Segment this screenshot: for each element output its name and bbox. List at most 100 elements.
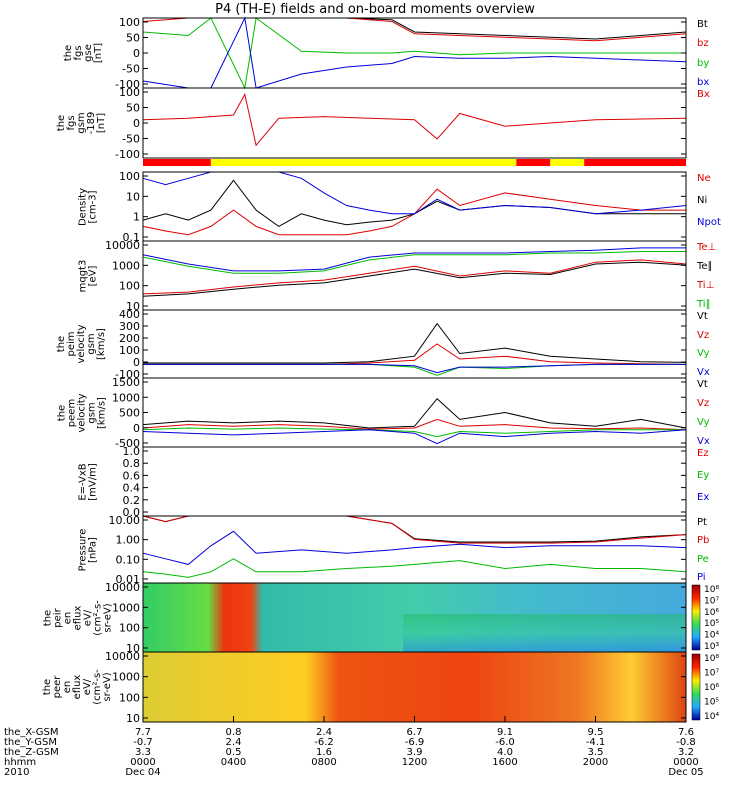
legend-efield-0: Ez (697, 448, 709, 459)
legend-vel_peem-3: Vx (697, 436, 710, 447)
ytick-label: 10000 (105, 650, 140, 663)
colorbar-tick: 10⁸ (704, 654, 719, 664)
ytick-label: -500 (115, 437, 140, 450)
ytick-label: 300 (119, 320, 140, 333)
series-pressure-0 (142, 515, 687, 543)
ytick-label: 0.1 (123, 231, 141, 244)
legend-vel_peim-0: Vt (697, 311, 708, 322)
ytick-label: 0.10 (116, 553, 141, 566)
panel-temp: 10000 1000 100 10 (105, 239, 687, 313)
ephem-label-0: the_X-GSM (4, 727, 59, 738)
ytick-label: 10 (126, 712, 140, 725)
ytick-label: 0 (133, 422, 140, 435)
frame-vel_peem (142, 377, 687, 448)
ephem-value: -6.9 (404, 737, 425, 748)
ytick-label: 50 (126, 32, 140, 45)
colorbar-peer_eflux (691, 653, 701, 721)
colorbar-tick: 10⁷ (704, 596, 719, 606)
ephem-value: 0.5 (225, 747, 242, 758)
ephem-value: -6.2 (314, 737, 334, 748)
ytick-label: 0.0 (123, 506, 141, 519)
ephem-label-2: the_Z-GSM (4, 747, 59, 758)
series-temp-3 (142, 251, 686, 274)
ephem-value: 0400 (220, 757, 247, 768)
ytick-label: 0.8 (123, 457, 141, 470)
region-bar-segment-0 (143, 159, 211, 166)
series-vel_peem-3 (142, 429, 687, 445)
ytick-label: 500 (119, 407, 140, 420)
legend-pressure-1: Pb (697, 535, 710, 547)
ytick-label: 1000 (112, 601, 140, 614)
legend-fgs_gse-1: bz (697, 38, 709, 50)
ephem-value: 2.4 (316, 727, 332, 738)
series-temp-0 (142, 259, 687, 295)
ytick-label: 200 (119, 332, 140, 345)
ephem-value: 7.7 (135, 727, 151, 738)
ylabel-fgs_gse: the fgs gse [nT] (63, 42, 104, 64)
ytick-label: 100 (119, 691, 140, 704)
colorbar-tick: 10⁴ (704, 712, 719, 722)
ylabel-vel_peem: the peem velocity gsm [km/s] (56, 392, 107, 433)
series-fgs_gsm-0 (142, 92, 687, 147)
legend-pressure-2: Pe (697, 553, 709, 565)
ephem-value: -0.8 (676, 737, 696, 748)
legend-vel_peim-1: Vz (697, 329, 710, 341)
ephem-label-1: the_Y-GSM (4, 737, 58, 748)
ephem-label-3: hhmm (4, 757, 37, 768)
ytick-label: 100 (119, 622, 140, 635)
ephem-value: 0000 (673, 757, 699, 768)
series-vel_peem-1 (142, 418, 687, 431)
ytick-label: -100 (115, 78, 140, 91)
series-vel_peim-0 (143, 322, 687, 364)
ytick-label: 100 (119, 86, 140, 99)
ytick-label: 100 (119, 170, 140, 183)
page-title: P4 (TH-E) fields and on-board moments ov… (215, 2, 535, 17)
frame-vel_peim (142, 309, 687, 379)
panel-pressure: 10.00 1.00 0.10 0.01 (109, 514, 687, 586)
ephem-value: 3.9 (406, 747, 423, 758)
series-fgs_gse-1 (142, 17, 687, 42)
colorbar-tick: 10⁶ (704, 608, 719, 618)
ytick-label: 100 (119, 280, 140, 293)
legend-temp-2: Ti⊥ (697, 280, 715, 291)
ytick-label: 0.2 (123, 494, 141, 507)
ephem-value: -0.7 (133, 737, 153, 748)
series-temp-1 (142, 261, 687, 297)
panel-density: 100 10 1 0.1 (119, 170, 687, 244)
ephem-value: 1600 (492, 757, 518, 768)
ytick-label: 0 (133, 356, 140, 369)
series-temp-2 (142, 247, 686, 272)
series-pressure-2 (142, 558, 687, 578)
ytick-label: 1.00 (116, 534, 141, 547)
ephem-value: Dec 05 (668, 767, 704, 778)
ephem-value: 0000 (130, 757, 156, 768)
ytick-label: 1.0 (123, 445, 141, 458)
ephem-value: 0.8 (225, 727, 242, 738)
legend-fgs_gse-0: Bt (697, 19, 708, 30)
region-bar-segment-3 (550, 159, 585, 166)
ytick-label: 0.01 (116, 573, 141, 586)
ytick-label: 100 (119, 344, 140, 357)
legend-fgs_gsm-0: Bx (697, 89, 710, 100)
series-fgs_gse-2 (142, 17, 686, 90)
panel-fgs_gsm: 100 50 0 -50 -100 (115, 86, 687, 161)
ephem-value: -6.0 (495, 737, 515, 748)
series-pressure-1 (142, 515, 687, 544)
colorbar-tick: 10⁸ (704, 585, 719, 595)
series-density-0 (142, 188, 686, 236)
ytick-label: 10 (126, 190, 140, 203)
ytick-label: 1000 (112, 671, 140, 684)
ytick-label: 0 (133, 47, 140, 60)
heatmap-peer_eflux (143, 652, 686, 722)
ephem-value: 0800 (311, 757, 337, 768)
ephem-value: 4.0 (497, 747, 513, 758)
colorbar-tick: 10⁵ (704, 698, 719, 708)
legend-vel_peim-3: Vx (697, 367, 710, 378)
ytick-label: 100 (119, 16, 140, 29)
colorbar-tick: 10⁵ (704, 619, 719, 629)
region-bar-segment-2 (516, 159, 551, 166)
ephem-value: 3.5 (587, 747, 604, 758)
ephem-value: -4.1 (585, 737, 606, 748)
